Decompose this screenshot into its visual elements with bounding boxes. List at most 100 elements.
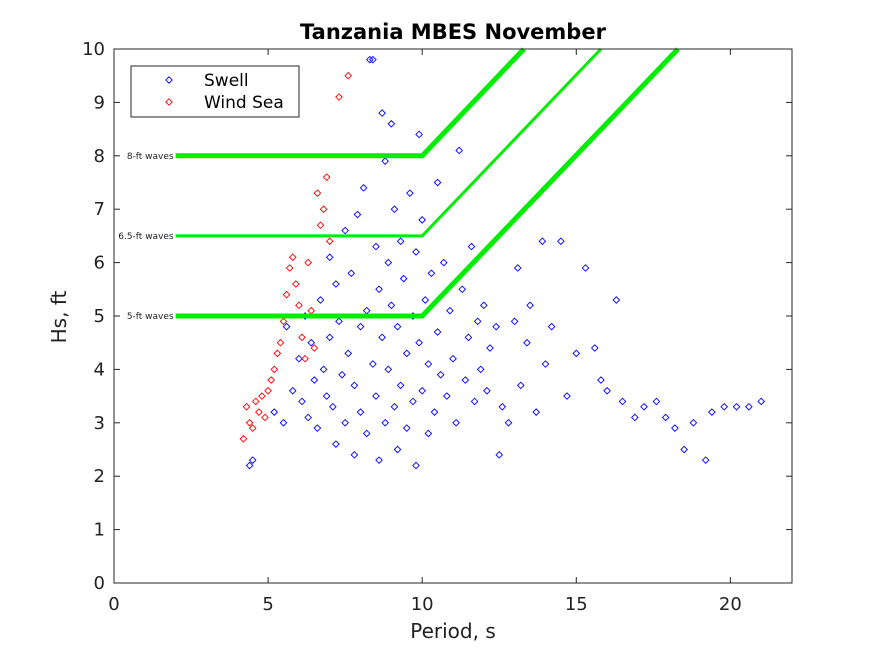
reference-line [175, 47, 603, 238]
swell-point [532, 408, 541, 416]
swell-point [384, 365, 393, 374]
swell-point [467, 242, 476, 251]
swell-point [455, 146, 464, 155]
swell-point [248, 456, 257, 465]
swell-point [325, 333, 334, 342]
wind-sea-point [261, 413, 269, 422]
swell-point [353, 210, 362, 219]
swell-point [433, 178, 442, 187]
swell-point [375, 285, 383, 294]
swell-point [399, 274, 408, 283]
swell-point [307, 338, 316, 347]
wind-sea-point [245, 418, 254, 427]
swell-point [313, 424, 322, 432]
wind-sea-point [251, 397, 260, 406]
swell-point [387, 301, 396, 310]
reference-line-label: 8-ft waves [127, 152, 174, 162]
legend-swell-marker [165, 76, 173, 84]
y-tick-label: 5 [94, 306, 105, 327]
swell-point [335, 317, 343, 326]
swell-point [347, 269, 356, 278]
swell-point [369, 55, 377, 64]
swell-point [630, 413, 639, 422]
swell-point [572, 349, 581, 358]
swell-point [547, 322, 556, 331]
swell-point [418, 216, 427, 224]
swell-point [732, 402, 741, 411]
wind-sea-point [273, 349, 282, 358]
swell-point [701, 456, 710, 465]
swell-point [538, 237, 547, 246]
swell-point [338, 370, 346, 379]
swell-point [282, 322, 291, 331]
swell-point [757, 397, 766, 406]
swell-point [708, 408, 716, 416]
swell-point [612, 296, 621, 304]
swell-point [486, 344, 494, 352]
swell-point [332, 440, 340, 448]
x-axis-label: Period, s [410, 619, 496, 643]
swell-point [381, 157, 390, 165]
swell-point [372, 392, 380, 400]
y-tick-label: 3 [94, 413, 105, 434]
swell-point [375, 456, 383, 465]
y-tick-label: 7 [94, 199, 105, 220]
wind-sea-point [335, 93, 343, 101]
swell-point [304, 413, 312, 422]
swell-point [483, 386, 491, 395]
plot-area: 8-ft waves 6.5-ft waves 5-ft waves [113, 47, 793, 584]
swell-point [359, 184, 368, 192]
wind-sea-point [304, 258, 312, 267]
x-tick-label: 5 [262, 594, 273, 615]
x-tick-label: 20 [719, 594, 742, 615]
swell-point [295, 354, 303, 363]
swell-point [442, 392, 451, 400]
wind-sea-series [239, 71, 353, 443]
swell-point [365, 55, 374, 64]
swell-point [384, 258, 393, 267]
swell-point [378, 109, 386, 117]
swell-point [720, 402, 729, 411]
swell-point [328, 402, 337, 411]
swell-point [378, 333, 386, 342]
legend-wind-sea-label: Wind Sea [204, 93, 284, 113]
swell-point [446, 306, 454, 315]
wind-sea-point [319, 205, 328, 214]
legend-box [130, 65, 300, 118]
swell-point [461, 376, 470, 384]
swell-point [356, 408, 365, 416]
legend-wind-sea-marker [165, 98, 173, 106]
wind-sea-point [270, 365, 279, 374]
swell-point [427, 269, 436, 278]
swell-point [523, 338, 531, 347]
y-tick-label: 8 [94, 146, 105, 167]
swell-point [661, 413, 670, 422]
wind-sea-point [242, 402, 251, 411]
swell-point [590, 344, 599, 352]
x-tick-label: 0 [108, 594, 119, 615]
swell-series [245, 55, 766, 470]
swell-point [356, 322, 365, 331]
chart-title: Tanzania MBES November [300, 20, 607, 44]
swell-point [381, 418, 390, 427]
swell-point [498, 402, 507, 411]
swell-point [402, 349, 411, 358]
swell-point [418, 386, 427, 395]
swell-point [603, 386, 611, 395]
swell-point [350, 451, 359, 459]
wind-sea-point [255, 408, 263, 416]
swell-point [390, 402, 399, 411]
y-tick-label: 0 [94, 573, 105, 594]
swell-point [436, 370, 445, 379]
swell-point [640, 402, 648, 411]
swell-point [270, 408, 279, 416]
wind-sea-point [310, 344, 319, 352]
swell-point [344, 349, 353, 358]
wind-sea-point [279, 317, 288, 326]
swell-point [362, 429, 371, 438]
swell-point [464, 333, 473, 342]
wind-sea-point [291, 280, 300, 288]
y-tick-label: 2 [94, 466, 105, 487]
reference-line-label: 5-ft waves [127, 312, 174, 322]
